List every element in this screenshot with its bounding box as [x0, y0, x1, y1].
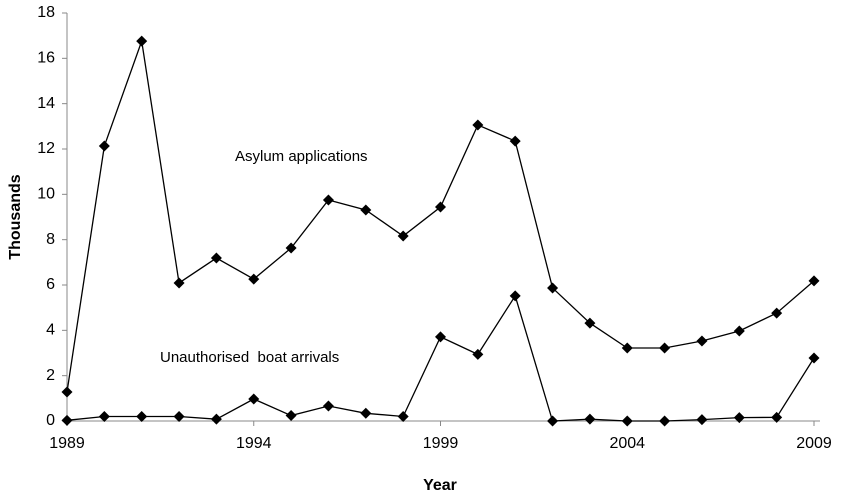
marker: [584, 317, 596, 329]
marker: [472, 119, 484, 131]
x-tick-label: 2009: [796, 435, 832, 452]
y-tick-label: 8: [46, 231, 55, 248]
series-annotation: Unauthorised boat arrivals: [160, 349, 339, 366]
marker: [509, 135, 521, 147]
marker: [435, 201, 446, 213]
marker: [322, 194, 334, 206]
marker: [771, 411, 783, 423]
marker: [397, 230, 409, 242]
y-tick-label: 12: [37, 140, 55, 157]
y-tick-label: 14: [37, 95, 55, 112]
marker: [210, 252, 222, 264]
y-tick-label: 6: [46, 276, 55, 293]
y-tick-label: 18: [37, 4, 55, 21]
marker: [733, 412, 745, 424]
marker: [322, 400, 334, 412]
marker: [98, 410, 110, 422]
marker: [98, 140, 110, 152]
y-tick-label: 16: [37, 50, 55, 67]
marker: [136, 35, 148, 47]
marker: [285, 242, 297, 254]
y-axis-title: Thousands: [7, 174, 24, 259]
y-tick-label: 0: [46, 412, 55, 429]
marker: [61, 386, 73, 398]
marker: [360, 407, 372, 419]
y-tick-label: 10: [37, 186, 55, 203]
marker: [808, 275, 820, 287]
marker: [659, 342, 671, 354]
x-tick-label: 2004: [609, 435, 645, 452]
marker: [696, 335, 708, 347]
marker: [136, 410, 148, 422]
marker: [360, 204, 372, 216]
marker: [771, 307, 783, 319]
x-axis-title: Year: [423, 477, 457, 494]
marker: [248, 273, 260, 285]
marker: [808, 352, 820, 364]
series-annotation: Asylum applications: [235, 148, 368, 165]
marker: [696, 414, 708, 426]
y-tick-label: 2: [46, 367, 55, 384]
marker: [547, 282, 559, 294]
marker: [621, 342, 633, 354]
marker: [472, 348, 484, 360]
marker: [173, 410, 185, 422]
marker: [397, 410, 409, 422]
marker: [285, 410, 297, 422]
x-tick-label: 1999: [423, 435, 459, 452]
marker: [733, 325, 745, 337]
y-tick-label: 4: [46, 322, 55, 339]
marker: [173, 277, 185, 289]
marker: [621, 415, 633, 427]
marker: [210, 413, 222, 425]
marker: [61, 414, 73, 426]
marker: [659, 415, 671, 427]
marker: [248, 393, 260, 405]
marker: [509, 290, 521, 302]
marker: [584, 413, 596, 425]
x-tick-label: 1994: [236, 435, 272, 452]
x-tick-label: 1989: [49, 435, 85, 452]
marker: [547, 415, 559, 427]
marker: [435, 331, 446, 343]
